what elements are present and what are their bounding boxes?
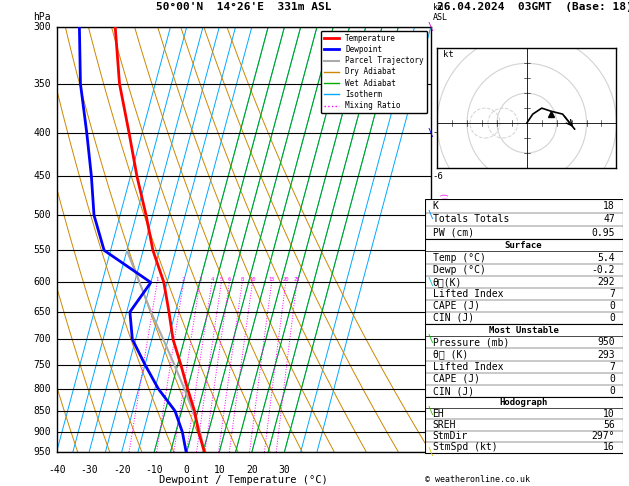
Bar bbox=[425, 324, 623, 398]
Text: 293: 293 bbox=[597, 349, 615, 360]
Bar bbox=[425, 240, 623, 324]
Text: -40: -40 bbox=[48, 465, 65, 475]
Text: 5.4: 5.4 bbox=[597, 253, 615, 262]
Text: K: K bbox=[433, 201, 438, 211]
Text: \: \ bbox=[428, 22, 434, 32]
Text: 20: 20 bbox=[282, 278, 289, 282]
Legend: Temperature, Dewpoint, Parcel Trajectory, Dry Adiabat, Wet Adiabat, Isotherm, Mi: Temperature, Dewpoint, Parcel Trajectory… bbox=[321, 31, 427, 113]
Text: Most Unstable: Most Unstable bbox=[489, 326, 559, 334]
Text: =1LCL: =1LCL bbox=[433, 428, 456, 436]
Text: 6: 6 bbox=[228, 278, 231, 282]
Text: -5: -5 bbox=[433, 211, 443, 220]
Text: 2: 2 bbox=[182, 278, 185, 282]
Text: Dewpoint / Temperature (°C): Dewpoint / Temperature (°C) bbox=[159, 475, 328, 486]
Text: 10: 10 bbox=[603, 409, 615, 419]
Text: 0: 0 bbox=[609, 386, 615, 396]
Text: \: \ bbox=[428, 447, 434, 457]
Text: 50°00'N  14°26'E  331m ASL: 50°00'N 14°26'E 331m ASL bbox=[156, 2, 331, 12]
Bar bbox=[425, 398, 623, 453]
Text: kt: kt bbox=[443, 51, 454, 59]
Text: 0: 0 bbox=[609, 301, 615, 311]
Text: 4: 4 bbox=[210, 278, 213, 282]
Text: 400: 400 bbox=[33, 128, 51, 138]
Text: Dewp (°C): Dewp (°C) bbox=[433, 264, 486, 275]
Text: 450: 450 bbox=[33, 172, 51, 181]
Text: \: \ bbox=[428, 210, 434, 220]
Text: km
ASL: km ASL bbox=[433, 3, 448, 22]
Text: -7: -7 bbox=[433, 128, 443, 138]
Text: Temp (°C): Temp (°C) bbox=[433, 253, 486, 262]
Text: Pressure (mb): Pressure (mb) bbox=[433, 337, 509, 347]
Text: 0: 0 bbox=[609, 313, 615, 323]
Text: 300: 300 bbox=[33, 22, 51, 32]
Text: 10: 10 bbox=[249, 278, 256, 282]
Text: \: \ bbox=[428, 278, 434, 287]
Text: SREH: SREH bbox=[433, 420, 456, 430]
Bar bbox=[425, 199, 623, 240]
Text: -10: -10 bbox=[145, 465, 163, 475]
Text: 750: 750 bbox=[33, 360, 51, 370]
Text: 550: 550 bbox=[33, 245, 51, 255]
Text: PW (cm): PW (cm) bbox=[433, 228, 474, 238]
Text: Lifted Index: Lifted Index bbox=[433, 289, 503, 299]
Text: StmDir: StmDir bbox=[433, 431, 468, 441]
Text: 8: 8 bbox=[240, 278, 244, 282]
Text: CIN (J): CIN (J) bbox=[433, 313, 474, 323]
Text: EH: EH bbox=[433, 409, 444, 419]
Text: \: \ bbox=[428, 334, 434, 344]
Text: 700: 700 bbox=[33, 334, 51, 344]
Text: © weatheronline.co.uk: © weatheronline.co.uk bbox=[425, 474, 530, 484]
Text: 350: 350 bbox=[33, 79, 51, 88]
Text: -6: -6 bbox=[433, 172, 443, 181]
Text: 650: 650 bbox=[33, 307, 51, 317]
Text: 47: 47 bbox=[603, 214, 615, 225]
Text: CIN (J): CIN (J) bbox=[433, 386, 474, 396]
Text: 20: 20 bbox=[246, 465, 258, 475]
Text: \: \ bbox=[428, 128, 434, 138]
Text: 0: 0 bbox=[609, 374, 615, 384]
Text: hPa: hPa bbox=[33, 13, 51, 22]
Text: 0.95: 0.95 bbox=[591, 228, 615, 238]
Text: -0.2: -0.2 bbox=[591, 264, 615, 275]
Text: Surface: Surface bbox=[505, 241, 542, 250]
Text: \: \ bbox=[428, 406, 434, 416]
Text: 1: 1 bbox=[155, 278, 159, 282]
Text: 5: 5 bbox=[220, 278, 223, 282]
Text: 950: 950 bbox=[597, 337, 615, 347]
Text: 297°: 297° bbox=[591, 431, 615, 441]
Text: θᴄ(K): θᴄ(K) bbox=[433, 277, 462, 287]
Text: Hodograph: Hodograph bbox=[499, 399, 548, 407]
Text: -2: -2 bbox=[433, 384, 443, 393]
Text: Lifted Index: Lifted Index bbox=[433, 362, 503, 372]
Text: 850: 850 bbox=[33, 406, 51, 416]
Text: CAPE (J): CAPE (J) bbox=[433, 301, 479, 311]
Text: 500: 500 bbox=[33, 210, 51, 220]
Text: StmSpd (kt): StmSpd (kt) bbox=[433, 442, 497, 452]
Text: 3: 3 bbox=[198, 278, 201, 282]
Text: 292: 292 bbox=[597, 277, 615, 287]
Text: 900: 900 bbox=[33, 427, 51, 437]
Text: θᴄ (K): θᴄ (K) bbox=[433, 349, 468, 360]
Text: 15: 15 bbox=[269, 278, 275, 282]
Text: 16: 16 bbox=[603, 442, 615, 452]
Text: 7: 7 bbox=[609, 362, 615, 372]
Text: -4: -4 bbox=[433, 278, 443, 287]
Text: -30: -30 bbox=[81, 465, 98, 475]
Text: 0: 0 bbox=[184, 465, 190, 475]
Text: Totals Totals: Totals Totals bbox=[433, 214, 509, 225]
Text: 26.04.2024  03GMT  (Base: 18): 26.04.2024 03GMT (Base: 18) bbox=[437, 2, 629, 12]
Text: 30: 30 bbox=[279, 465, 291, 475]
Text: 800: 800 bbox=[33, 383, 51, 394]
Text: 18: 18 bbox=[603, 201, 615, 211]
Text: 600: 600 bbox=[33, 278, 51, 287]
Text: 950: 950 bbox=[33, 447, 51, 457]
Text: -3: -3 bbox=[433, 335, 443, 344]
Text: 10: 10 bbox=[213, 465, 225, 475]
Text: 7: 7 bbox=[609, 289, 615, 299]
Text: CAPE (J): CAPE (J) bbox=[433, 374, 479, 384]
Text: 25: 25 bbox=[294, 278, 300, 282]
Text: 56: 56 bbox=[603, 420, 615, 430]
Text: Mixing Ratio (g/kg): Mixing Ratio (g/kg) bbox=[442, 192, 450, 287]
Text: -20: -20 bbox=[113, 465, 130, 475]
